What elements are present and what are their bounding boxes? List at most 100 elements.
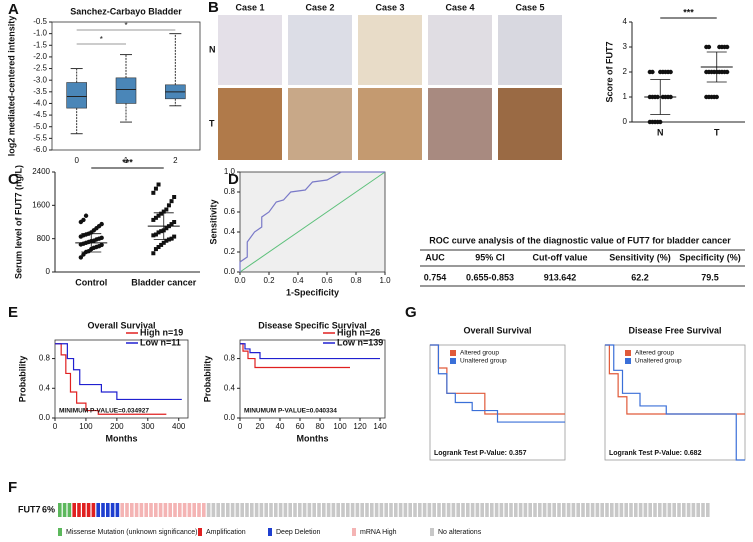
oncoprint-cell [288, 503, 292, 517]
y-axis-label: Sensitivity [208, 199, 218, 244]
ihc-images [218, 15, 562, 160]
data-point [153, 247, 158, 252]
legend-swatch [352, 528, 356, 536]
data-point [156, 245, 161, 249]
oncoprint-cell [595, 503, 600, 517]
y-tick-label: 0.0 [39, 413, 51, 422]
table-cell: 62.2 [631, 272, 649, 282]
survival-curve [240, 343, 380, 360]
table-header: 95% CI [475, 252, 505, 262]
oncoprint-cell [586, 503, 590, 517]
oncoprint-cell [134, 503, 139, 517]
oncoprint-cell [696, 503, 700, 517]
oncoprint-cell [278, 503, 283, 517]
y-tick-label: -0.5 [33, 17, 47, 26]
oncoprint-cell [605, 503, 609, 517]
oncoprint-cell [235, 503, 240, 517]
oncoprint-cell [331, 503, 336, 517]
case-label: Case 4 [445, 2, 474, 12]
data-point [151, 251, 156, 256]
legend-label: Amplification [206, 529, 246, 536]
oncoprint-cell [667, 503, 672, 517]
survival-curve [605, 344, 745, 415]
oncoprint-cell [72, 503, 76, 517]
oncoprint-cell [154, 503, 158, 517]
y-tick-label: 0.4 [224, 383, 236, 392]
oncoprint-cell [686, 503, 691, 517]
y-tick-label: -5.5 [33, 133, 47, 142]
oncoprint-cell [523, 503, 528, 517]
legend-label: mRNA High [360, 529, 397, 536]
oncoprint-cell [293, 503, 297, 517]
oncoprint-cell [192, 503, 196, 517]
significance-label: *** [683, 7, 694, 17]
data-point [156, 182, 161, 187]
panel-letter: C [8, 171, 19, 188]
oncoprint-cell [672, 503, 676, 517]
y-tick-label: -2.5 [33, 64, 47, 73]
oncoprint-cell [634, 503, 638, 517]
panel-letter: G [405, 304, 417, 321]
plot-frame [429, 344, 566, 461]
oncoprint-cell [398, 503, 403, 517]
data-point [83, 213, 89, 218]
annotation: MINIMUM P-VALUE=0.034927 [59, 408, 149, 415]
x-tick-label: 200 [110, 422, 124, 431]
oncoprint-cell [374, 503, 379, 517]
oncoprint-cell [240, 503, 244, 517]
data-point [99, 242, 104, 248]
oncoprint-cell [437, 503, 441, 517]
oncoprint-cell [216, 503, 220, 517]
data-point [78, 255, 84, 260]
survival-curve [240, 343, 350, 369]
oncoprint-cell [552, 503, 556, 517]
panel-letter: B [208, 0, 219, 16]
oncoprint-cell [504, 503, 508, 517]
oncoprint-cell [451, 503, 456, 517]
data-point [169, 199, 174, 204]
data-point [658, 119, 663, 125]
table-header: Cut-off value [533, 252, 588, 262]
oncoprint-cell [149, 503, 153, 517]
oncoprint-cell [682, 503, 686, 517]
gene-label: FUT7 [18, 504, 41, 514]
row-label: T [209, 118, 215, 128]
legend-swatch [625, 350, 631, 356]
oncoprint-cell [490, 503, 494, 517]
oncoprint-cell [322, 503, 326, 517]
y-tick-label: -3.5 [33, 87, 47, 96]
survival-curve [430, 344, 565, 423]
case-label: Case 2 [305, 2, 334, 12]
legend-swatch [625, 358, 631, 364]
legend-label: Unaltered group [635, 358, 682, 365]
oncoprint-cell [350, 503, 355, 517]
oncoprint-cell [86, 503, 91, 517]
oncoprint-cell [422, 503, 427, 517]
survival-curve [55, 343, 167, 415]
x-tick-label: 60 [296, 422, 305, 431]
oncoprint-cell [509, 503, 513, 517]
legend-label: High n=19 [140, 327, 183, 337]
oncoprint-cell [638, 503, 643, 517]
legend-label: Deep Deletion [276, 529, 320, 536]
oncoprint-cell [77, 503, 81, 517]
data-point [172, 234, 177, 239]
legend-swatch [450, 358, 456, 364]
oncoprint-cell [115, 503, 120, 517]
y-tick-label: 0 [46, 267, 51, 276]
y-tick-label: 0.8 [39, 354, 51, 363]
oncoprint-cell [221, 503, 225, 517]
oncoprint-cell [538, 503, 542, 517]
chart-title: Disease Free Survival [628, 325, 721, 335]
chart-title: Disease Specific Survival [258, 320, 367, 330]
oncoprint-cell [341, 503, 345, 517]
annotation: Logrank Test P-Value: 0.357 [434, 450, 527, 457]
oncoprint-cell [566, 503, 571, 517]
x-tick-label: 0 [53, 422, 58, 431]
oncoprint-cell [610, 503, 614, 517]
oncoprint-cell [178, 503, 182, 517]
data-point [164, 207, 169, 212]
x-tick-label: 1 [124, 156, 129, 165]
oncoprint-cell [408, 503, 412, 517]
oncoprint-cell [403, 503, 408, 517]
